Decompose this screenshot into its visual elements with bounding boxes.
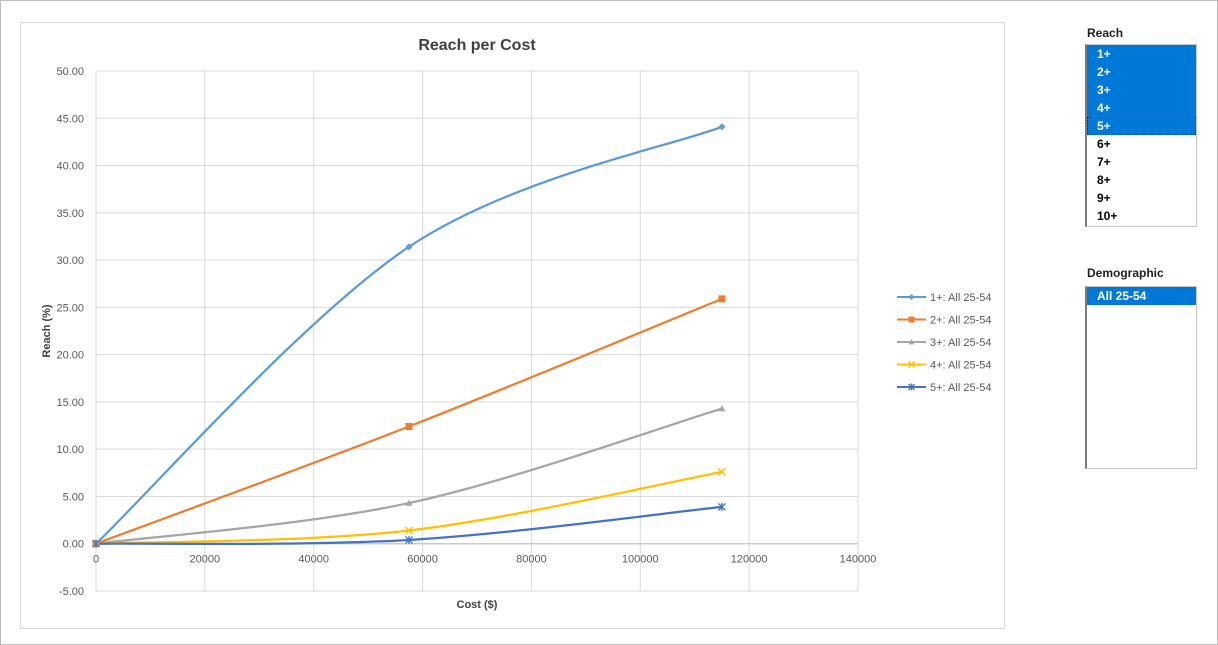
x-tick-label: 0 bbox=[93, 554, 99, 566]
reach-slicer-item[interactable]: 3+ bbox=[1087, 81, 1196, 99]
reach-slicer-item[interactable]: 10+ bbox=[1097, 209, 1118, 223]
x-tick-label: 140000 bbox=[840, 554, 877, 566]
legend-marker[interactable] bbox=[908, 383, 915, 391]
y-tick-label: 30.00 bbox=[56, 255, 84, 267]
x-tick-label: 40000 bbox=[298, 554, 329, 566]
reach-slicer-item[interactable]: 5+ bbox=[1087, 117, 1196, 135]
reach-slicer-item[interactable]: 2+ bbox=[1087, 63, 1196, 81]
reach-slicer-title: Reach bbox=[1087, 26, 1124, 40]
legend-label: 5+: All 25-54 bbox=[930, 382, 991, 394]
chart-title: Reach per Cost bbox=[418, 37, 536, 54]
y-tick-label: 15.00 bbox=[56, 397, 84, 409]
reach-slicer-item[interactable]: 8+ bbox=[1097, 173, 1111, 187]
y-tick-label: -5.00 bbox=[59, 586, 84, 598]
data-point[interactable] bbox=[92, 539, 100, 548]
y-tick-label: 45.00 bbox=[56, 113, 84, 125]
legend-marker[interactable] bbox=[908, 316, 915, 323]
series-line[interactable] bbox=[95, 297, 723, 545]
data-point[interactable] bbox=[717, 467, 726, 476]
data-point[interactable] bbox=[405, 243, 413, 251]
demographic-slicer-title: Demographic bbox=[1087, 266, 1164, 280]
x-axis-title: Cost ($) bbox=[457, 599, 498, 611]
data-point[interactable] bbox=[405, 422, 413, 430]
y-axis-title: Reach (%) bbox=[41, 304, 53, 358]
data-point[interactable] bbox=[405, 499, 413, 506]
y-tick-label: 35.00 bbox=[56, 208, 84, 220]
demographic-slicer-item[interactable]: All 25-54 bbox=[1087, 287, 1196, 305]
series-line[interactable] bbox=[95, 125, 723, 545]
legend-label: 3+: All 25-54 bbox=[930, 337, 991, 349]
chart-svg: -5.00 0.00 5.00 10.00 15.00 20.00 25.00 30.00 35… bbox=[41, 37, 991, 611]
x-tick-label: 20000 bbox=[190, 554, 221, 566]
x-tick-label: 100000 bbox=[622, 554, 659, 566]
reach-slicer-item[interactable]: 4+ bbox=[1087, 99, 1196, 117]
reach-slicer-item[interactable]: 1+ bbox=[1087, 45, 1196, 63]
reach-slicer[interactable]: 1+ 2+ 3+ 4+ 5+ 6+ 7+ 8+ 9+ 10+ bbox=[1085, 44, 1197, 227]
x-tick-label: 80000 bbox=[516, 554, 547, 566]
demographic-slicer[interactable]: All 25-54 bbox=[1085, 286, 1197, 469]
y-tick-label: 25.00 bbox=[56, 302, 84, 314]
data-point[interactable] bbox=[718, 123, 726, 131]
y-tick-label: 40.00 bbox=[56, 161, 84, 173]
legend-label: 1+: All 25-54 bbox=[930, 292, 991, 304]
y-tick-label: 50.00 bbox=[56, 66, 84, 78]
data-point[interactable] bbox=[404, 526, 413, 535]
legend-label: 4+: All 25-54 bbox=[930, 360, 991, 372]
chart-area[interactable]: -5.00 0.00 5.00 10.00 15.00 20.00 25.00 30.00 35… bbox=[20, 22, 1005, 629]
reach-slicer-item[interactable]: 6+ bbox=[1097, 137, 1111, 151]
y-tick-label: 0.00 bbox=[63, 539, 84, 551]
legend-label: 2+: All 25-54 bbox=[930, 315, 991, 327]
legend-marker[interactable] bbox=[908, 294, 915, 300]
legend-marker[interactable] bbox=[908, 339, 915, 345]
data-point[interactable] bbox=[405, 535, 413, 544]
reach-slicer-item[interactable]: 7+ bbox=[1097, 155, 1111, 169]
data-point[interactable] bbox=[718, 405, 726, 412]
y-tick-label: 5.00 bbox=[63, 491, 84, 503]
data-point[interactable] bbox=[718, 295, 726, 303]
x-tick-label: 120000 bbox=[731, 554, 768, 566]
y-tick-label: 10.00 bbox=[56, 444, 84, 456]
reach-slicer-item[interactable]: 9+ bbox=[1097, 191, 1111, 205]
y-tick-label: 20.00 bbox=[56, 350, 84, 362]
x-tick-label: 60000 bbox=[407, 554, 438, 566]
data-point[interactable] bbox=[717, 502, 726, 511]
legend-marker[interactable] bbox=[907, 360, 916, 369]
